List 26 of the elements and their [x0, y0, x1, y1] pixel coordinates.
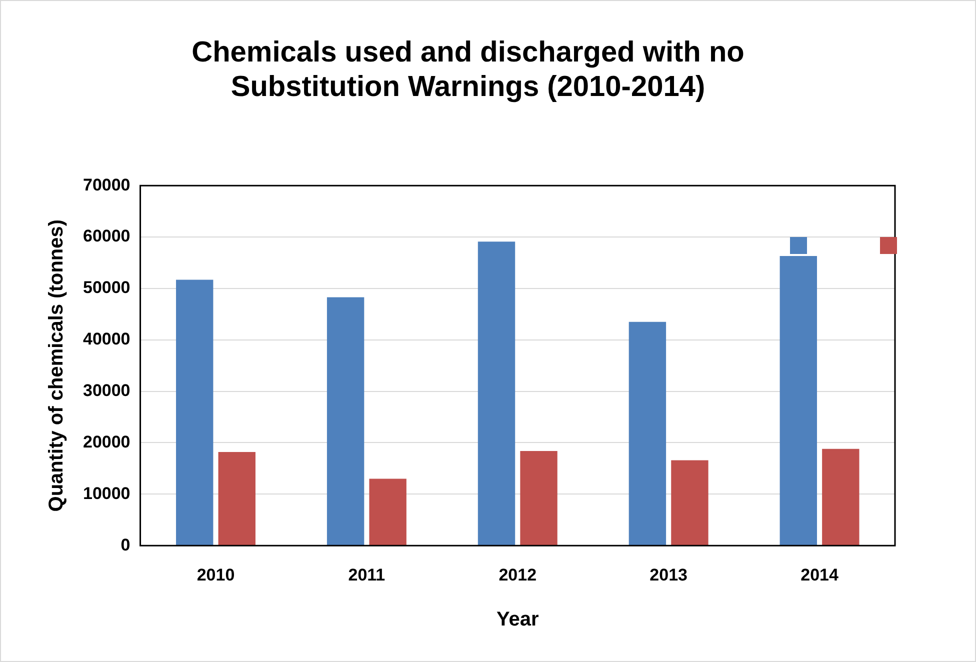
x-tick-label: 2010 [196, 565, 235, 584]
bar [176, 280, 214, 546]
bar [478, 242, 516, 546]
chart-title: Chemicals used and discharged with no Substitution Warnings (2010-2014) [192, 36, 744, 104]
y-tick-label: 40000 [82, 330, 130, 349]
x-tick-label: 2014 [800, 565, 839, 584]
x-axis-title: Year [496, 608, 539, 631]
y-axis-title: Quantity of chemicals (tonnes) [46, 219, 68, 512]
x-tick-label: 2012 [498, 565, 537, 584]
y-tick-label: 10000 [82, 484, 130, 503]
y-tick-label: 50000 [82, 278, 130, 298]
bar [369, 478, 406, 546]
y-tick-label: 30000 [82, 381, 130, 400]
y-tick-label: 60000 [82, 226, 130, 246]
bar [671, 460, 708, 546]
y-tick-label: 0 [120, 535, 130, 554]
bar [326, 297, 364, 546]
y-tick-label: 70000 [82, 175, 130, 194]
y-tick-label: 20000 [82, 432, 130, 452]
bar [218, 452, 256, 546]
bar [520, 450, 558, 546]
x-tick-label: 2013 [650, 565, 688, 584]
bar [628, 322, 666, 546]
bar [822, 448, 860, 546]
bar [780, 256, 817, 546]
x-tick-label: 2011 [348, 565, 386, 584]
